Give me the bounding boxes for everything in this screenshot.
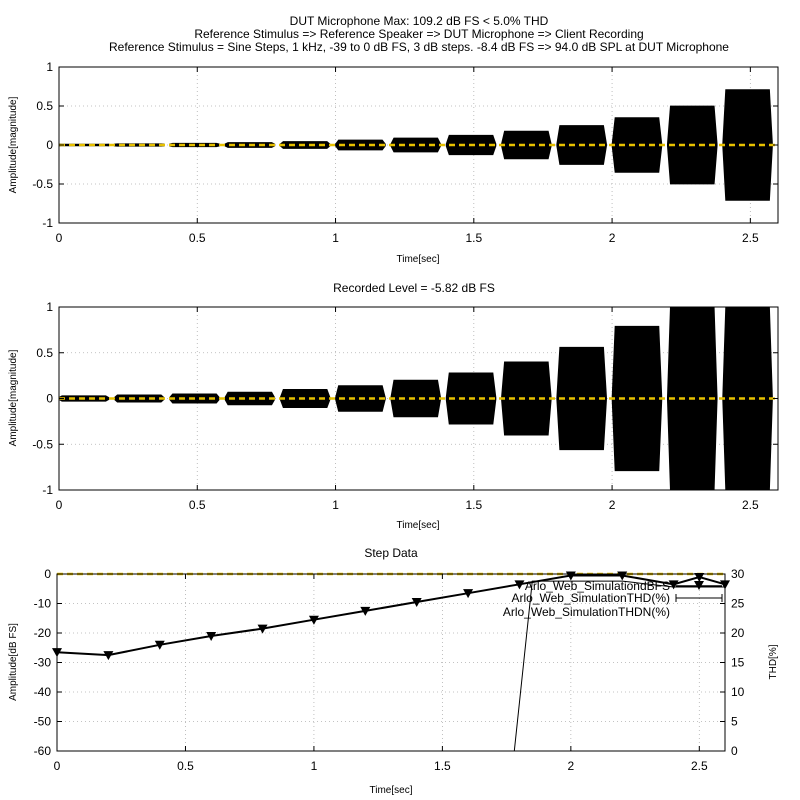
y-tick-label: -10	[34, 597, 52, 611]
y-tick-label: 0.5	[36, 99, 53, 113]
y-tick-label: 1	[46, 300, 53, 314]
panel-middle-waveform	[59, 307, 778, 490]
y2-tick-label: 30	[731, 567, 745, 581]
panel-top-waveform	[59, 89, 778, 201]
series-point-dbfs	[257, 624, 268, 634]
series-point-dbfs	[514, 580, 525, 590]
waveform-steps	[59, 307, 778, 490]
panel-top-title-line-3: Reference Stimulus = Sine Steps, 1 kHz, …	[109, 40, 729, 54]
panel-middle-y-axis-label: Amplitude[magnitude]	[8, 349, 19, 446]
panel-top-y-axis-label: Amplitude[magnitude]	[8, 96, 19, 193]
series-point-dbfs	[206, 631, 217, 641]
panel-bottom-y-axis-label: Amplitude[dB FS]	[8, 623, 19, 701]
panel-bottom-grid	[57, 574, 725, 751]
x-tick-label: 0	[56, 231, 63, 245]
y-tick-label: -1	[42, 216, 53, 230]
y-tick-label: 0	[46, 138, 53, 152]
panel-middle-title: Recorded Level = -5.82 dB FS	[333, 281, 495, 295]
y2-tick-label: 5	[731, 715, 738, 729]
panel-middle-x-axis-label: Time[sec]	[397, 520, 440, 531]
y-tick-label: 0	[44, 567, 51, 581]
x-tick-label: 2	[609, 231, 616, 245]
x-tick-label: 0.5	[189, 498, 206, 512]
series-point-dbfs	[103, 651, 114, 661]
x-tick-label: 2.5	[742, 231, 759, 245]
legend-swatch-dbfs-marker	[694, 581, 704, 590]
panel-bottom-legend: Arlo_Web_SimulationdBFS Arlo_Web_Simulat…	[503, 579, 723, 619]
y-tick-label: -50	[34, 715, 52, 729]
series-point-dbfs	[463, 589, 474, 599]
legend-entry-thd: Arlo_Web_SimulationTHD(%)	[512, 591, 671, 605]
x-tick-label: 0	[54, 759, 61, 773]
y-tick-label: 0	[46, 392, 53, 406]
panel-top-x-axis-label: Time[sec]	[397, 254, 440, 265]
panel-bottom-x-axis-label: Time[sec]	[370, 785, 413, 796]
y2-tick-label: 15	[731, 656, 745, 670]
x-tick-label: 1.5	[465, 498, 482, 512]
x-tick-label: 0.5	[189, 231, 206, 245]
x-tick-label: 1	[332, 231, 339, 245]
series-point-dbfs	[308, 615, 319, 625]
panel-bottom-title: Step Data	[364, 546, 418, 560]
panel-bottom-y2-axis-label: THD[%]	[768, 644, 779, 679]
series-point-dbfs	[411, 598, 422, 608]
panel-middle-ticks: 0 0.5 1 1.5 2 2.5 -1 -0.5 0 0.5 1	[32, 300, 778, 512]
panel-middle: Recorded Level = -5.82 dB FS 0 0.5 1 1.5 2 2.…	[8, 281, 779, 531]
y2-tick-label: 25	[731, 597, 745, 611]
y2-tick-label: 20	[731, 626, 745, 640]
panel-top-title-line-1: DUT Microphone Max: 109.2 dB FS < 5.0% T…	[290, 14, 549, 28]
legend-entry-thdn: Arlo_Web_SimulationTHDN(%)	[503, 605, 670, 619]
panel-top: DUT Microphone Max: 109.2 dB FS < 5.0% T…	[8, 14, 779, 265]
legend-entry-dbfs: Arlo_Web_SimulationdBFS	[525, 579, 670, 593]
x-tick-label: 2.5	[742, 498, 759, 512]
y-tick-label: -30	[34, 656, 52, 670]
x-tick-label: 1	[332, 498, 339, 512]
series-point-dbfs	[668, 580, 679, 590]
y-tick-label: -0.5	[32, 437, 53, 451]
y-tick-label: 1	[46, 60, 53, 74]
panel-bottom-ticks: 0 0.5 1 1.5 2 2.5 -60 -50 -40 -30 -20 -10 0 0 5 10 15 20 2…	[34, 567, 745, 773]
x-tick-label: 1	[311, 759, 318, 773]
series-point-dbfs	[154, 640, 165, 650]
x-tick-label: 2	[609, 498, 616, 512]
x-tick-label: 0	[56, 498, 63, 512]
waveform-steps	[59, 89, 778, 201]
x-tick-label: 1.5	[434, 759, 451, 773]
panel-top-title-line-2: Reference Stimulus => Reference Speaker …	[194, 27, 643, 41]
y-tick-label: -20	[34, 626, 52, 640]
y-tick-label: -40	[34, 685, 52, 699]
y-tick-label: 0.5	[36, 346, 53, 360]
y2-tick-label: 0	[731, 744, 738, 758]
panel-top-ticks: 0 0.5 1 1.5 2 2.5 -1 -0.5 0 0.5 1	[32, 60, 778, 245]
x-tick-label: 2.5	[691, 759, 708, 773]
y2-tick-label: 10	[731, 685, 745, 699]
panel-bottom: Step Data 0 0.5 1 1.5 2 2.5 -60 -50 -40 -30 -20 -10…	[8, 546, 779, 796]
series-point-dbfs	[360, 606, 371, 616]
y-tick-label: -1	[42, 483, 53, 497]
y-tick-label: -0.5	[32, 177, 53, 191]
x-tick-label: 0.5	[177, 759, 194, 773]
y-tick-label: -60	[34, 744, 52, 758]
x-tick-label: 2	[568, 759, 575, 773]
x-tick-label: 1.5	[465, 231, 482, 245]
